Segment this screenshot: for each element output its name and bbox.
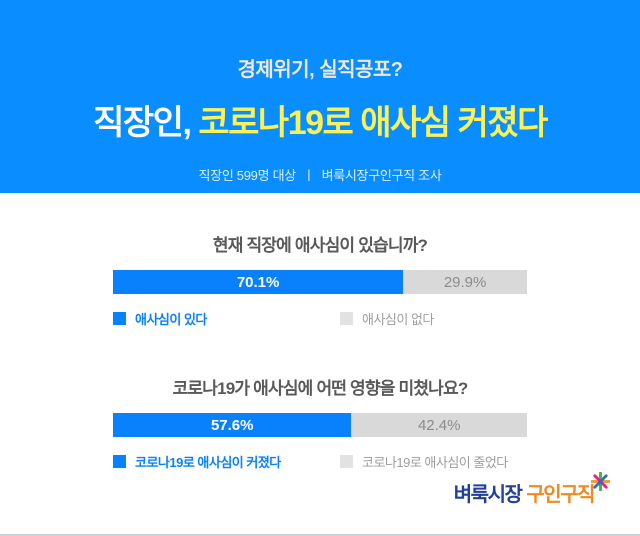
question-1-legend: 애사심이 있다 애사심이 없다 [113,309,527,328]
legend-label-no: 애사심이 없다 [362,312,434,327]
question-2-section: 코로나19가 애사심에 어떤 영향을 미쳤나요? 57.6% 42.4% 코로나… [0,374,640,471]
bar-segment-no: 29.9% [403,270,527,294]
header-kicker: 경제위기, 실직공포? [237,59,403,81]
legend-swatch-gray [340,455,353,468]
question-1-bar-chart: 70.1% 29.9% [113,270,527,294]
question-1-title: 현재 직장에 애사심이 있습니까? [212,236,428,255]
title-prefix: 직장인, [93,104,199,142]
question-2-title: 코로나19가 애사심에 어떤 영향을 미쳤나요? [172,379,469,398]
legend-item-yes: 애사심이 있다 [113,309,340,328]
question-1-section: 현재 직장에 애사심이 있습니까? 70.1% 29.9% 애사심이 있다 애사… [0,231,640,328]
legend-item-decreased: 코로나19로 애사심이 줄었다 [340,452,508,471]
bar-value-increased: 57.6% [210,416,254,434]
question-2-bar-chart: 57.6% 42.4% [113,413,527,437]
bar-segment-decreased: 42.4% [351,413,527,437]
legend-item-no: 애사심이 없다 [340,309,434,328]
bar-value-no: 29.9% [443,273,487,291]
bar-value-decreased: 42.4% [417,416,461,434]
meta-separator: ㅣ [302,168,315,183]
legend-label-yes: 애사심이 있다 [135,312,207,327]
page-title: 직장인, 코로나19로 애사심 커졌다 [93,95,548,144]
sparkle-icon [590,471,611,496]
survey-meta: 직장인 599명 대상 ㅣ 벼룩시장구인구직 조사 [199,165,442,184]
title-highlight: 코로나19로 애사심 커졌다 [198,104,548,142]
logo-text-secondary: 구인구직 [526,484,595,506]
legend-label-decreased: 코로나19로 애사심이 줄었다 [362,455,508,470]
legend-swatch-blue [113,312,126,325]
bar-segment-yes: 70.1% [113,270,404,294]
legend-swatch-gray [340,312,353,325]
bar-value-yes: 70.1% [236,273,280,291]
brand-logo: 벼룩시장 구인구직 [453,471,611,507]
survey-sample: 직장인 599명 대상 [198,168,297,183]
legend-swatch-blue [113,455,126,468]
legend-item-increased: 코로나19로 애사심이 커졌다 [113,452,340,471]
survey-source: 벼룩시장구인구직 조사 [321,168,442,183]
bar-segment-increased: 57.6% [113,413,352,437]
header-banner: 경제위기, 실직공포? 직장인, 코로나19로 애사심 커졌다 직장인 599명… [0,0,640,193]
logo-text-primary: 벼룩시장 [453,484,523,506]
question-2-legend: 코로나19로 애사심이 커졌다 코로나19로 애사심이 줄었다 [113,452,527,471]
legend-label-increased: 코로나19로 애사심이 커졌다 [135,455,281,470]
